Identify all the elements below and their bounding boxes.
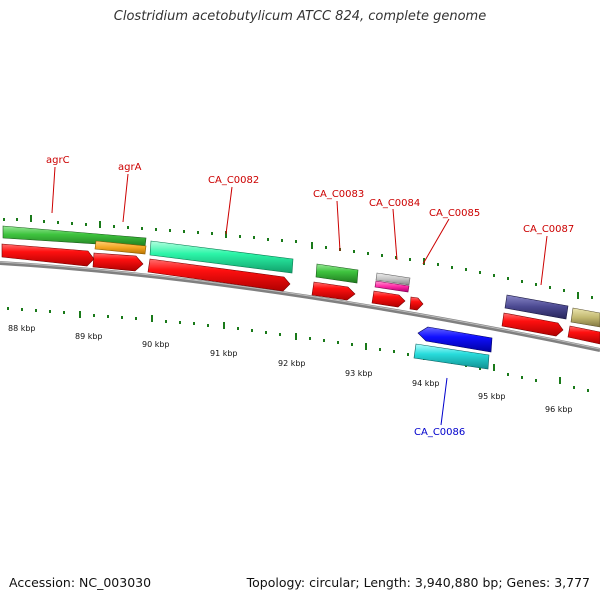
feature-band <box>504 294 569 320</box>
feature-bands <box>2 225 600 328</box>
feature-band <box>315 263 359 284</box>
gene-arrow <box>147 258 291 292</box>
scale-label: 94 kbp <box>412 379 440 388</box>
gene-arrow <box>413 343 490 370</box>
gene-arrow <box>311 281 356 301</box>
feature-band <box>149 240 294 274</box>
gene-label: agrA <box>118 162 142 173</box>
gene-arrow <box>417 326 493 353</box>
gene-label: agrC <box>46 155 70 166</box>
gene-arrow <box>1 243 95 267</box>
gene-label: CA_C0084 <box>369 198 420 209</box>
scale-label: 90 kbp <box>142 340 170 349</box>
gene-label: CA_C0082 <box>208 175 259 186</box>
gene-arrow <box>501 312 564 337</box>
label-connectors <box>51 166 548 426</box>
scale-label: 92 kbp <box>278 359 306 368</box>
gene-arrow <box>567 325 600 345</box>
scale-label: 95 kbp <box>478 392 506 401</box>
feature-band <box>94 240 147 255</box>
scale-labels: 88 kbp 89 kbp 90 kbp 91 kbp 92 kbp 93 kb… <box>8 324 573 414</box>
gene-arrow <box>92 252 144 272</box>
scale-label: 88 kbp <box>8 324 36 333</box>
accession-text: Accession: NC_003030 <box>9 575 152 590</box>
feature-band <box>570 307 600 328</box>
reverse-tick-row <box>7 307 589 392</box>
gene-arrow <box>371 290 406 308</box>
scale-label: 96 kbp <box>545 405 573 414</box>
forward-gene-arrows <box>1 243 600 345</box>
reverse-gene-arrows <box>413 326 493 370</box>
forward-tick-row <box>3 215 593 299</box>
scale-label: 93 kbp <box>345 369 373 378</box>
genome-backbone <box>0 261 600 352</box>
map-title: Clostridium acetobutylicum ATCC 824, com… <box>113 9 487 24</box>
scale-label: 91 kbp <box>210 349 238 358</box>
topology-text: Topology: circular; Length: 3,940,880 bp… <box>246 575 590 590</box>
feature-band <box>375 272 411 286</box>
gene-label: CA_C0083 <box>313 189 364 200</box>
gene-label: CA_C0087 <box>523 224 574 235</box>
gene-label: CA_C0085 <box>429 208 480 219</box>
scale-label: 89 kbp <box>75 332 103 341</box>
gene-arrow <box>409 296 424 311</box>
gene-label: CA_C0086 <box>414 427 465 438</box>
gene-labels: agrC agrA CA_C0082 CA_C0083 CA_C0084 CA_… <box>46 155 574 438</box>
feature-band <box>374 280 410 293</box>
